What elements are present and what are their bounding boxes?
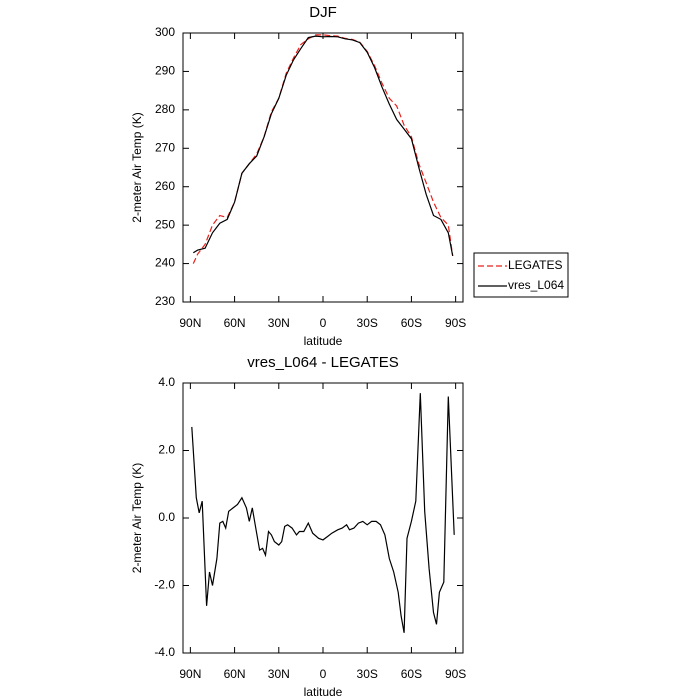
y-tick-label: 230 xyxy=(155,294,175,308)
y-tick-label: 300 xyxy=(155,25,175,39)
x-tick-label: 30N xyxy=(268,667,290,681)
x-tick-label: 60S xyxy=(401,667,422,681)
x-tick-label: 90N xyxy=(179,316,201,330)
data-line xyxy=(191,393,455,633)
chart-title: vres_L064 - LEGATES xyxy=(247,354,398,371)
y-tick-label: -4.0 xyxy=(154,645,175,659)
x-tick-label: 30N xyxy=(268,316,290,330)
y-tick-label: 260 xyxy=(155,179,175,193)
y-tick-label: 280 xyxy=(155,102,175,116)
y-tick-label: 270 xyxy=(155,140,175,154)
x-tick-label: 0 xyxy=(320,316,327,330)
y-tick-label: 250 xyxy=(155,217,175,231)
legend-label: vres_L064 xyxy=(508,278,564,292)
y-tick-label: 2.0 xyxy=(158,443,175,457)
data-line xyxy=(192,34,454,264)
x-tick-label: 90S xyxy=(445,667,466,681)
x-tick-label: 90S xyxy=(445,316,466,330)
x-axis-label: latitude xyxy=(304,685,343,699)
plot-frame xyxy=(182,32,464,303)
y-tick-label: 240 xyxy=(155,256,175,270)
y-axis-label: 2-meter Air Temp (K) xyxy=(130,112,144,222)
y-axis-label: 2-meter Air Temp (K) xyxy=(130,463,144,573)
chart-title: DJF xyxy=(309,4,337,21)
y-tick-label: -2.0 xyxy=(154,578,175,592)
x-tick-label: 30S xyxy=(357,667,378,681)
legend-box xyxy=(473,252,569,298)
x-axis-label: latitude xyxy=(304,334,343,348)
x-tick-label: 60N xyxy=(224,316,246,330)
data-line xyxy=(192,35,454,257)
y-tick-label: 290 xyxy=(155,64,175,78)
x-tick-label: 90N xyxy=(179,667,201,681)
legend-label: LEGATES xyxy=(508,258,562,272)
y-tick-label: 0.0 xyxy=(158,510,175,524)
x-tick-label: 60S xyxy=(401,316,422,330)
x-tick-label: 30S xyxy=(357,316,378,330)
x-tick-label: 0 xyxy=(320,667,327,681)
x-tick-label: 60N xyxy=(224,667,246,681)
y-tick-label: 4.0 xyxy=(158,375,175,389)
